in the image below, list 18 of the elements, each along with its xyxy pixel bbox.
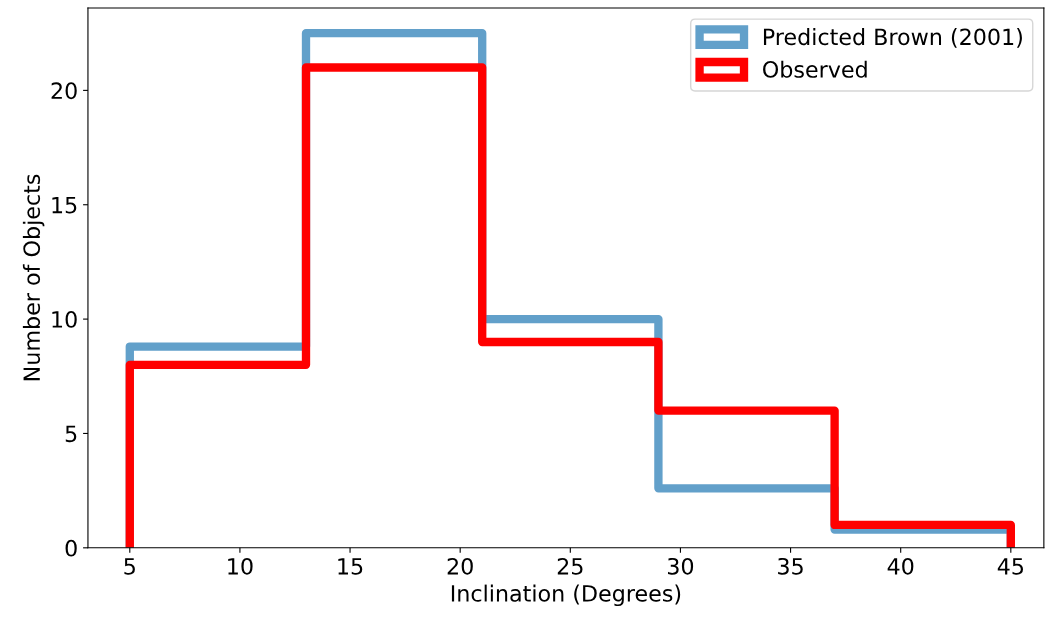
y-axis-title: Number of Objects: [22, 174, 45, 381]
y-tick-label: 20: [51, 82, 77, 100]
x-tick-label: 35: [778, 557, 803, 575]
x-axis-title: Inclination (Degrees): [451, 584, 681, 607]
y-tick-label: 0: [65, 539, 77, 557]
x-tick-label: 40: [887, 557, 914, 575]
x-tick-label: 10: [228, 557, 253, 575]
legend-label: Predicted Brown (2001): [763, 28, 1022, 48]
legend-label: Observed: [763, 60, 867, 78]
x-tick-label: 5: [124, 558, 135, 575]
x-tick-label: 45: [997, 558, 1024, 575]
x-tick-label: 30: [667, 557, 694, 575]
y-tick-label: 10: [52, 311, 77, 328]
x-tick-label: 25: [557, 557, 583, 575]
y-tick-label: 5: [65, 425, 77, 443]
x-tick-label: 20: [447, 557, 473, 575]
x-tick-label: 15: [338, 558, 363, 575]
y-tick-label: 15: [52, 196, 77, 214]
